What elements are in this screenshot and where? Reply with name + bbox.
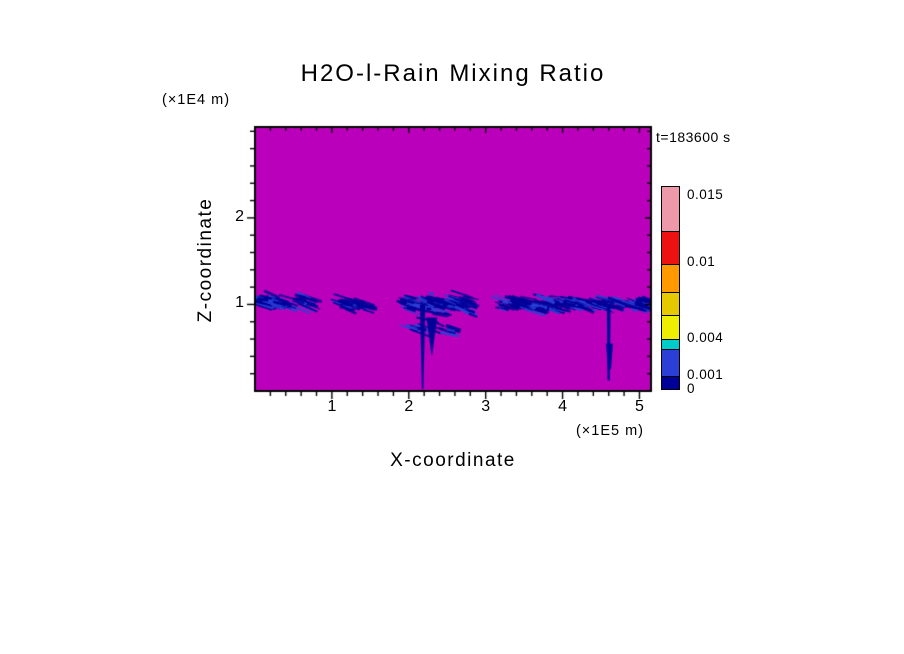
colorbar-tick-label: 0 xyxy=(687,381,696,396)
mixing-ratio-field-canvas xyxy=(240,115,680,415)
colorbar-segment xyxy=(661,375,680,390)
colorbar-segment xyxy=(661,339,680,350)
colorbar-tick-label: 0.015 xyxy=(687,187,724,203)
colorbar-tick-label: 0.004 xyxy=(687,330,724,345)
x-tick-label: 1 xyxy=(327,398,337,415)
colorbar-segment xyxy=(661,292,680,315)
time-annotation: t=183600 s xyxy=(656,129,731,145)
colorbar-segment xyxy=(661,314,680,340)
colorbar-tick-label: 0.01 xyxy=(687,253,716,269)
x-tick-label: 3 xyxy=(481,398,491,415)
colorbar xyxy=(661,186,680,390)
z-axis-label: Z-coordinate xyxy=(195,197,216,323)
z-tick-label: 1 xyxy=(235,294,244,312)
z-axis-unit-label: (×1E4 m) xyxy=(162,92,231,108)
x-tick-label: 5 xyxy=(635,398,644,415)
x-axis-unit-label: (×1E5 m) xyxy=(575,423,645,439)
colorbar-segment xyxy=(661,263,680,293)
colorbar-segment xyxy=(661,186,680,231)
colorbar-tick-label: 0.001 xyxy=(687,366,724,382)
chart-title: H2O-l-Rain Mixing Ratio xyxy=(300,60,606,87)
colorbar-segment xyxy=(661,230,680,264)
colorbar-segment xyxy=(661,349,680,376)
x-tick-label: 2 xyxy=(404,398,414,415)
x-tick-label: 4 xyxy=(558,398,568,415)
x-axis-label: X-coordinate xyxy=(390,450,516,471)
z-tick-label: 2 xyxy=(235,207,244,225)
